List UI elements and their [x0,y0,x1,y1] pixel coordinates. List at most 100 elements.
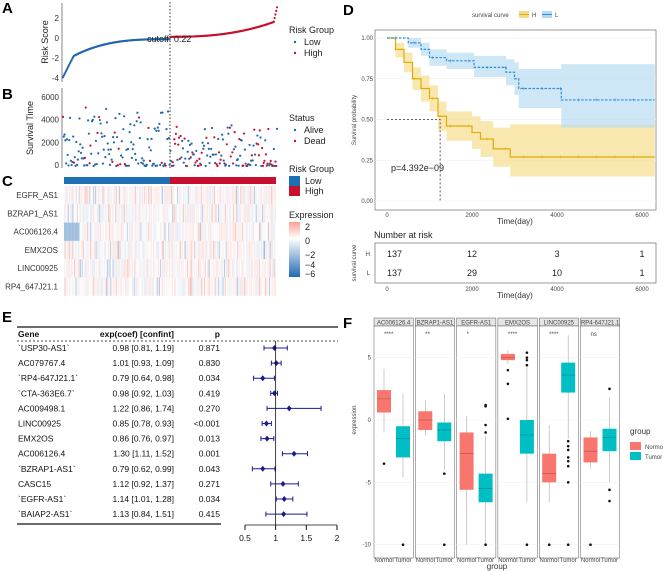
heatmap-cell [173,259,175,278]
heatmap-cell [230,204,232,223]
survival-point [183,137,186,140]
heatmap-cell [149,240,150,260]
heatmap-cell [101,240,103,260]
heatmap-cell [143,259,145,278]
heatmap-cell [240,259,242,278]
heatmap-cell [209,277,211,296]
survival-point [189,156,192,159]
survival-point [96,131,99,134]
heatmap-cell [189,259,191,278]
heatmap-cell [175,222,177,241]
heatmap-cell [176,259,178,278]
survival-point [99,122,102,125]
heatmap-cell [108,259,109,278]
heatmap-cell [83,204,85,223]
heatmap-cell [186,204,188,223]
survival-point [137,116,141,119]
heatmap-cell [221,259,222,278]
heatmap-cell [239,240,241,260]
heatmap-cell [213,277,215,296]
heatmap-cell [235,259,237,278]
heatmap-cell [91,259,92,278]
heatmap-cell [67,277,68,296]
x-tick: Normol [498,558,517,564]
heatmap-cell [151,222,153,241]
survival-point [164,164,167,167]
heatmap-cell [102,222,104,241]
heatmap-cell [212,222,214,241]
panel-label-D: D [343,2,354,19]
heatmap-cell [164,259,166,278]
legend-swatch [289,186,300,196]
heatmap-cell [183,222,185,241]
heatmap-cell [255,259,256,278]
heatmap-cell [101,277,103,296]
heatmap-cell [128,204,130,223]
heatmap-cell [269,186,270,205]
heatmap-cell [262,277,263,296]
heatmap-cell [147,259,149,278]
heatmap-cell [96,186,98,205]
heatmap-cell [200,186,202,205]
heatmap-cell [265,240,267,260]
heatmap-cell [234,277,236,296]
heatmap-cell [137,277,139,296]
risk-score-point [275,6,279,9]
colorbar-tick: −2 [305,250,315,260]
heatmap-cell [231,240,233,260]
heatmap-cell [176,240,178,260]
heatmap-cell [91,186,93,205]
survival-point [182,161,185,164]
heatmap-cell [131,240,133,260]
heatmap-cell [141,240,143,260]
heatmap-cell [141,186,143,205]
heatmap-cell [132,204,134,223]
heatmap-cell [183,222,185,241]
heatmap-cell [130,186,132,205]
heatmap-cell [207,222,209,241]
x-tick: Tumor [477,558,494,564]
heatmap-cell [149,186,150,205]
heatmap-cell [157,277,159,296]
heatmap-cell [244,240,246,260]
heatmap-cell [241,204,243,223]
heatmap-cell [100,240,102,260]
heatmap-cell [116,186,118,205]
heatmap-cell [97,277,99,296]
heatmap-cell [207,240,209,260]
heatmap-cell [215,259,217,278]
heatmap-cell [180,204,182,223]
heatmap-cell [74,277,76,296]
heatmap-cell [129,222,131,241]
heatmap-cell [83,240,85,260]
heatmap-cell [143,222,145,241]
heatmap-cell [269,204,270,223]
heatmap-cell [89,259,91,278]
heatmap-cell [190,186,191,205]
heatmap-cell [68,222,70,241]
heatmap-cell [258,204,260,223]
heatmap-cell [168,240,170,260]
heatmap-cell [67,240,69,260]
heatmap-cell [104,259,106,278]
p-value: 0.043 [199,464,221,474]
heatmap-cell [93,240,95,260]
heatmap-cell [159,259,161,278]
heatmap-cell [205,186,207,205]
heatmap-cell [65,259,67,278]
heatmap-cell [197,240,199,260]
heatmap-cell [105,222,106,241]
survival-point [188,143,192,146]
heatmap-cell [150,259,152,278]
heatmap-cell [209,222,211,241]
heatmap-cell [221,204,223,223]
survival-point [205,136,208,139]
heatmap-cell [112,222,114,241]
heatmap-cell [200,186,202,205]
heatmap-cell [74,204,76,223]
legend-title: Expression [289,210,334,220]
survival-point [95,163,98,166]
heatmap-cell [146,240,148,260]
heatmap-cell [245,240,247,260]
